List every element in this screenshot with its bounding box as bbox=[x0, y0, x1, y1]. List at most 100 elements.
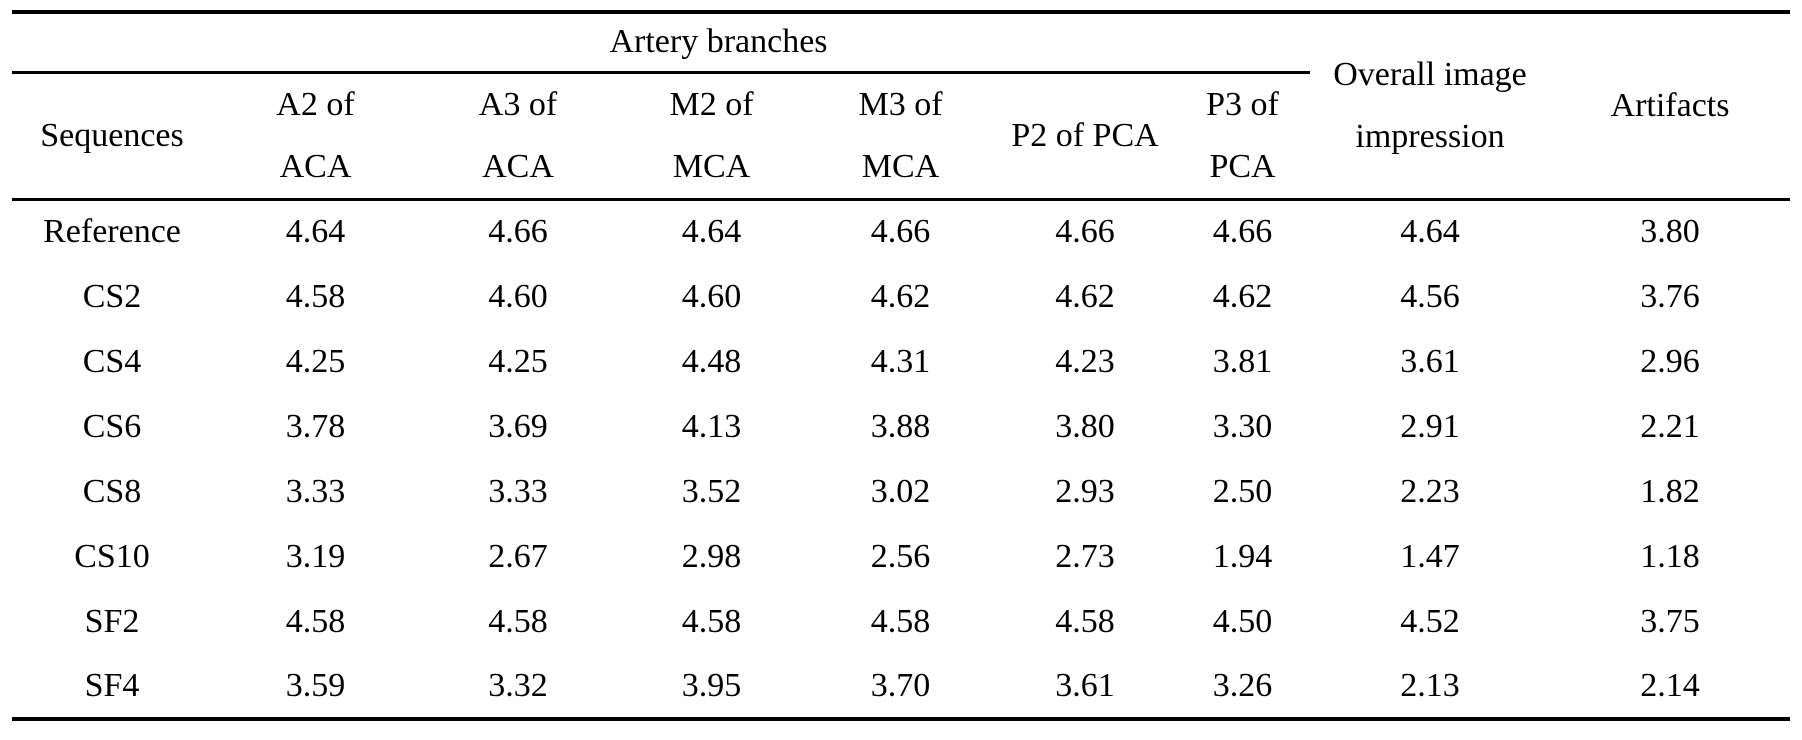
column-header-line: A3 of bbox=[478, 85, 558, 123]
value-cell: 4.23 bbox=[1055, 342, 1115, 380]
value-cell: 4.50 bbox=[1212, 602, 1273, 640]
value-cell: 3.95 bbox=[681, 666, 742, 704]
value-cell: 3.59 bbox=[285, 666, 346, 704]
column-header-line: P3 of bbox=[1206, 85, 1279, 123]
table-row-cs8: CS8 3.33 3.33 3.52 3.02 2.93 2.50 2.23 1… bbox=[12, 459, 1790, 524]
value-cell: 1.47 bbox=[1400, 537, 1460, 575]
artifacts-header: Artifacts bbox=[1550, 12, 1791, 201]
column-header-line: ACA bbox=[279, 147, 352, 185]
value-cell: 3.88 bbox=[870, 407, 931, 445]
value-cell: 4.58 bbox=[870, 602, 931, 640]
value-cell: 4.60 bbox=[488, 277, 548, 315]
table-row-cs6: CS6 3.78 3.69 4.13 3.88 3.80 3.30 2.91 2… bbox=[12, 394, 1790, 459]
value-cell: 4.13 bbox=[681, 407, 742, 445]
overall-impression-header: Overall image impression bbox=[1310, 12, 1551, 201]
value-cell: 4.64 bbox=[681, 213, 742, 251]
value-cell: 3.52 bbox=[681, 472, 742, 510]
row-label: CS4 bbox=[82, 342, 142, 380]
column-header-m2-mca: M2 of MCA bbox=[617, 72, 806, 201]
value-cell: 2.23 bbox=[1400, 472, 1460, 510]
value-cell: 4.58 bbox=[285, 277, 346, 315]
value-cell: 4.48 bbox=[681, 342, 742, 380]
value-cell: 3.30 bbox=[1212, 407, 1273, 445]
column-header-line: A2 of bbox=[276, 85, 355, 123]
value-cell: 4.52 bbox=[1400, 602, 1460, 640]
table-row-cs4: CS4 4.25 4.25 4.48 4.31 4.23 3.81 3.61 2… bbox=[12, 329, 1790, 394]
artery-branches-group-header: Artery branches bbox=[12, 12, 1311, 74]
value-cell: 4.62 bbox=[1212, 277, 1273, 315]
value-cell: 2.50 bbox=[1212, 472, 1273, 510]
value-cell: 4.62 bbox=[870, 277, 931, 315]
table-row-cs2: CS2 4.58 4.60 4.60 4.62 4.62 4.62 4.56 3… bbox=[12, 264, 1790, 329]
value-cell: 2.67 bbox=[488, 537, 548, 575]
value-cell: 4.66 bbox=[1212, 213, 1273, 251]
value-cell: 2.91 bbox=[1400, 407, 1460, 445]
value-cell: 4.58 bbox=[488, 602, 548, 640]
value-cell: 3.80 bbox=[1055, 407, 1115, 445]
overall-impression-line-1: Overall image bbox=[1333, 55, 1527, 93]
table-row-sf4: SF4 3.59 3.32 3.95 3.70 3.61 3.26 2.13 2… bbox=[12, 654, 1790, 719]
column-header-p2-pca: P2 of PCA bbox=[995, 72, 1175, 201]
value-cell: 3.78 bbox=[285, 407, 346, 445]
row-label: CS6 bbox=[82, 407, 142, 445]
row-label: CS8 bbox=[82, 472, 142, 510]
value-cell: 3.26 bbox=[1212, 666, 1273, 704]
value-cell: 3.61 bbox=[1400, 342, 1460, 380]
value-cell: 1.94 bbox=[1212, 537, 1273, 575]
row-label: SF4 bbox=[84, 666, 140, 704]
column-header-line: MCA bbox=[672, 147, 751, 185]
column-header-line: M3 of bbox=[858, 85, 943, 123]
value-cell: 3.81 bbox=[1212, 342, 1273, 380]
table-row-reference: Reference 4.64 4.66 4.64 4.66 4.66 4.66 … bbox=[12, 199, 1790, 264]
value-cell: 4.62 bbox=[1055, 277, 1115, 315]
column-header-a3-aca: A3 of ACA bbox=[419, 72, 617, 201]
value-cell: 2.96 bbox=[1640, 342, 1700, 380]
column-header-line: P2 of PCA bbox=[1011, 116, 1159, 154]
value-cell: 2.73 bbox=[1055, 537, 1115, 575]
value-cell: 4.66 bbox=[870, 213, 931, 251]
value-cell: 2.21 bbox=[1640, 407, 1700, 445]
column-header-line: MCA bbox=[861, 147, 940, 185]
row-label: SF2 bbox=[84, 602, 140, 640]
header-columns-row: Sequences A2 of ACA A3 of ACA M2 of MCA … bbox=[12, 72, 1790, 201]
value-cell: 3.61 bbox=[1055, 666, 1115, 704]
table-row-cs10: CS10 3.19 2.67 2.98 2.56 2.73 1.94 1.47 … bbox=[12, 524, 1790, 589]
row-label: CS10 bbox=[74, 537, 150, 575]
value-cell: 2.56 bbox=[870, 537, 931, 575]
row-label: Reference bbox=[43, 213, 181, 251]
value-cell: 3.33 bbox=[285, 472, 346, 510]
value-cell: 4.25 bbox=[285, 342, 346, 380]
value-cell: 1.82 bbox=[1640, 472, 1700, 510]
column-header-line: ACA bbox=[482, 147, 554, 185]
row-label: CS2 bbox=[82, 277, 142, 315]
value-cell: 2.14 bbox=[1640, 666, 1700, 704]
value-cell: 3.75 bbox=[1640, 602, 1700, 640]
value-cell: 3.32 bbox=[488, 666, 548, 704]
value-cell: 3.02 bbox=[870, 472, 931, 510]
value-cell: 4.66 bbox=[488, 213, 548, 251]
value-cell: 2.13 bbox=[1400, 666, 1460, 704]
value-cell: 3.80 bbox=[1640, 213, 1700, 251]
value-cell: 2.98 bbox=[681, 537, 742, 575]
value-cell: 3.70 bbox=[870, 666, 931, 704]
column-header-a2-aca: A2 of ACA bbox=[212, 72, 419, 201]
value-cell: 4.25 bbox=[488, 342, 548, 380]
ratings-table: Artery branches Overall image impression… bbox=[12, 10, 1791, 721]
value-cell: 3.69 bbox=[488, 407, 548, 445]
column-header-line: M2 of bbox=[669, 85, 754, 123]
value-cell: 4.60 bbox=[681, 277, 742, 315]
value-cell: 4.64 bbox=[1400, 213, 1460, 251]
value-cell: 4.58 bbox=[681, 602, 742, 640]
column-header-line: PCA bbox=[1209, 147, 1276, 185]
value-cell: 3.33 bbox=[488, 472, 548, 510]
value-cell: 2.93 bbox=[1055, 472, 1115, 510]
value-cell: 4.66 bbox=[1055, 213, 1115, 251]
value-cell: 4.64 bbox=[285, 213, 346, 251]
value-cell: 4.56 bbox=[1400, 277, 1460, 315]
column-header-m3-mca: M3 of MCA bbox=[806, 72, 995, 201]
value-cell: 4.31 bbox=[870, 342, 931, 380]
value-cell: 3.19 bbox=[285, 537, 346, 575]
value-cell: 4.58 bbox=[1055, 602, 1115, 640]
value-cell: 3.76 bbox=[1640, 277, 1700, 315]
overall-impression-line-2: impression bbox=[1355, 117, 1505, 155]
